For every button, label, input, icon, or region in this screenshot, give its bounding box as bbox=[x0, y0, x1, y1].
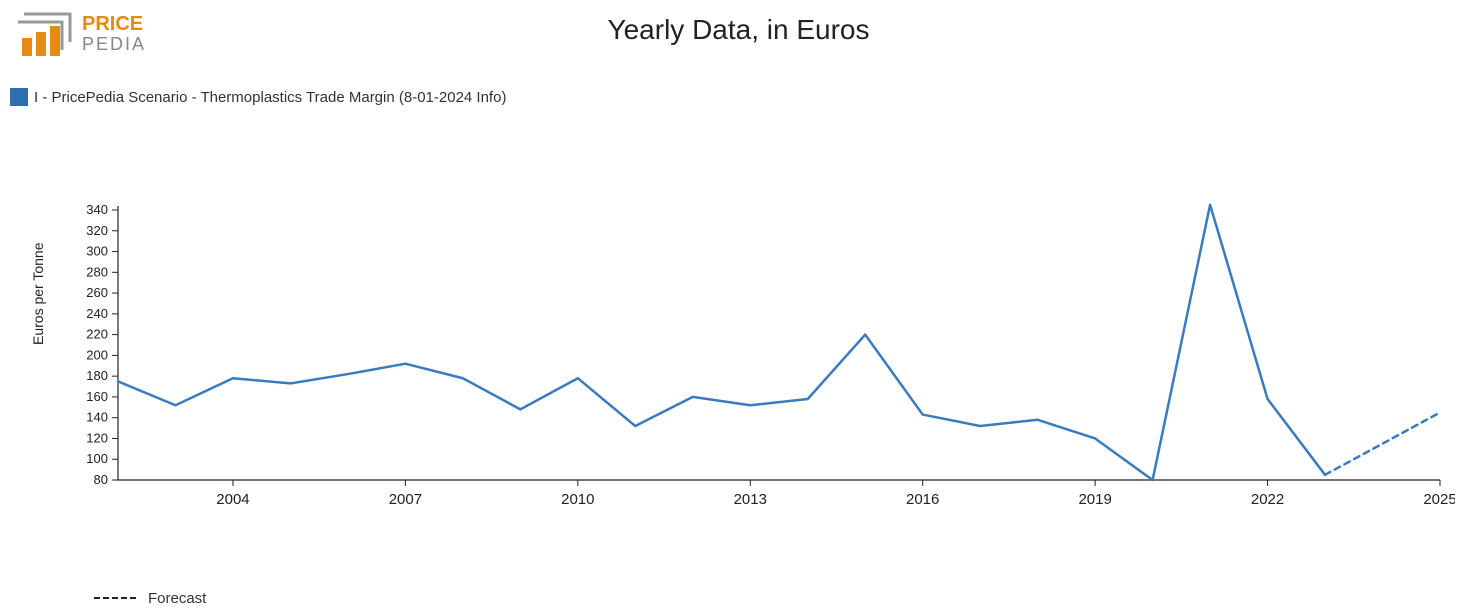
svg-text:300: 300 bbox=[86, 244, 108, 259]
svg-text:320: 320 bbox=[86, 223, 108, 238]
svg-text:2007: 2007 bbox=[389, 491, 422, 508]
svg-text:160: 160 bbox=[86, 389, 108, 404]
svg-text:220: 220 bbox=[86, 327, 108, 342]
svg-text:200: 200 bbox=[86, 347, 108, 362]
svg-text:2025: 2025 bbox=[1423, 491, 1455, 508]
chart-title: Yearly Data, in Euros bbox=[0, 14, 1477, 46]
legend-swatch-icon bbox=[10, 88, 28, 106]
legend-forecast-dash-icon bbox=[94, 597, 136, 601]
svg-text:2022: 2022 bbox=[1251, 491, 1284, 508]
legend-series-label: I - PricePedia Scenario - Thermoplastics… bbox=[34, 89, 506, 106]
svg-text:340: 340 bbox=[86, 202, 108, 217]
svg-text:280: 280 bbox=[86, 264, 108, 279]
svg-text:2013: 2013 bbox=[734, 491, 767, 508]
svg-text:240: 240 bbox=[86, 306, 108, 321]
svg-text:2010: 2010 bbox=[561, 491, 594, 508]
line-chart: 80 100 120 140 160 180 200 220 240 260 280 300 320 34… bbox=[0, 200, 1455, 530]
svg-text:120: 120 bbox=[86, 430, 108, 445]
svg-text:80: 80 bbox=[94, 472, 108, 487]
svg-text:2004: 2004 bbox=[216, 491, 249, 508]
legend-forecast: Forecast bbox=[94, 590, 206, 607]
svg-text:2016: 2016 bbox=[906, 491, 939, 508]
legend-series: I - PricePedia Scenario - Thermoplastics… bbox=[10, 88, 506, 106]
forecast-line bbox=[1325, 413, 1440, 475]
svg-text:140: 140 bbox=[86, 410, 108, 425]
svg-text:180: 180 bbox=[86, 368, 108, 383]
svg-text:2019: 2019 bbox=[1078, 491, 1111, 508]
svg-text:100: 100 bbox=[86, 451, 108, 466]
series-line bbox=[118, 205, 1325, 480]
legend-forecast-label: Forecast bbox=[148, 590, 206, 607]
svg-text:260: 260 bbox=[86, 285, 108, 300]
